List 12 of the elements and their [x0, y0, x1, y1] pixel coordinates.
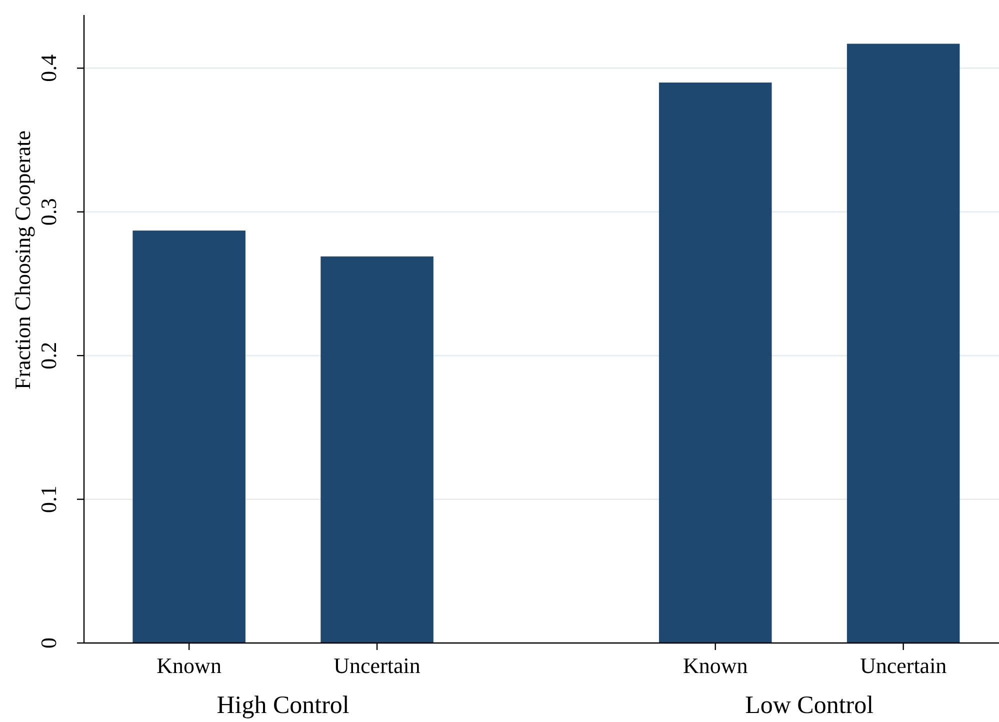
y-tick-label: 0.2 [36, 342, 61, 370]
x-tick-label: Uncertain [860, 653, 947, 678]
text: High Control [216, 692, 350, 719]
x-tick-label: Uncertain [334, 653, 420, 678]
y-tick-label: 0 [36, 638, 61, 648]
x-tick-label: Known [682, 653, 748, 678]
x-tick-label: Known [156, 653, 222, 678]
text: Low Control [745, 692, 874, 719]
y-tick-label: 0.1 [36, 486, 61, 514]
y-axis-title: Fraction Choosing Cooperate [10, 130, 35, 390]
y-tick-label: 0.3 [36, 198, 61, 226]
y-tick-label: 0.4 [36, 54, 61, 82]
